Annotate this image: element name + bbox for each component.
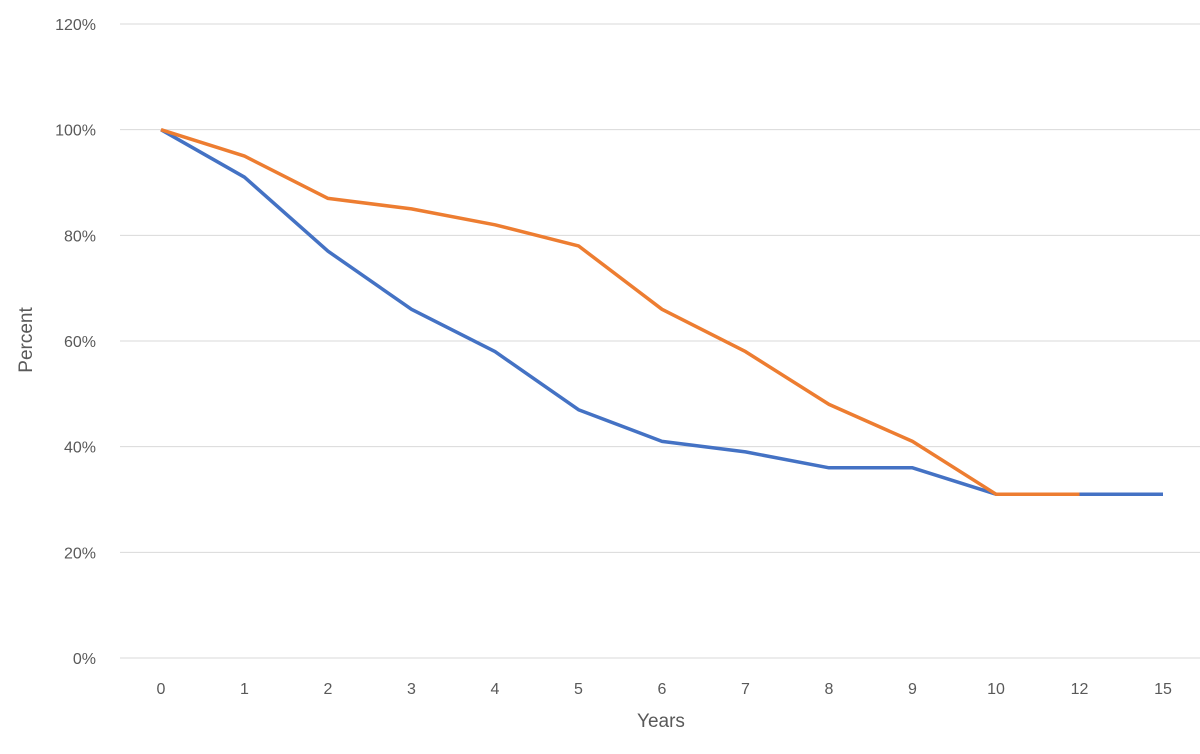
x-tick-label: 12 (1071, 681, 1089, 698)
x-axis-title: Years (637, 711, 685, 732)
series-lines (160, 128, 1163, 496)
x-tick-label: 1 (240, 681, 249, 698)
gridlines (120, 23, 1200, 659)
y-axis-title: Percent (16, 307, 37, 373)
x-tick-label: 7 (741, 681, 750, 698)
y-tick-label: 0% (73, 651, 96, 668)
y-tick-label: 60% (64, 334, 96, 351)
x-tick-label: 10 (987, 681, 1005, 698)
x-tick-label: 9 (908, 681, 917, 698)
x-tick-label: 2 (324, 681, 333, 698)
x-tick-label: 3 (407, 681, 416, 698)
x-tick-label: 6 (658, 681, 667, 698)
y-tick-label: 40% (64, 440, 96, 457)
y-tick-label: 80% (64, 228, 96, 245)
x-tick-label: 15 (1154, 681, 1172, 698)
series-line-1 (160, 128, 1163, 496)
y-tick-label: 100% (55, 123, 96, 140)
series-line-2 (160, 128, 1080, 496)
x-tick-label: 4 (491, 681, 500, 698)
x-tick-label: 5 (574, 681, 583, 698)
x-axis-tick-labels: 0 1 2 3 4 5 6 7 8 9 10 12 15 (157, 681, 1172, 698)
x-tick-label: 0 (157, 681, 166, 698)
y-axis-tick-labels: 0% 20% 40% 60% 80% 100% 120% (55, 17, 96, 668)
x-tick-label: 8 (825, 681, 834, 698)
y-tick-label: 20% (64, 545, 96, 562)
y-tick-label: 120% (55, 17, 96, 34)
